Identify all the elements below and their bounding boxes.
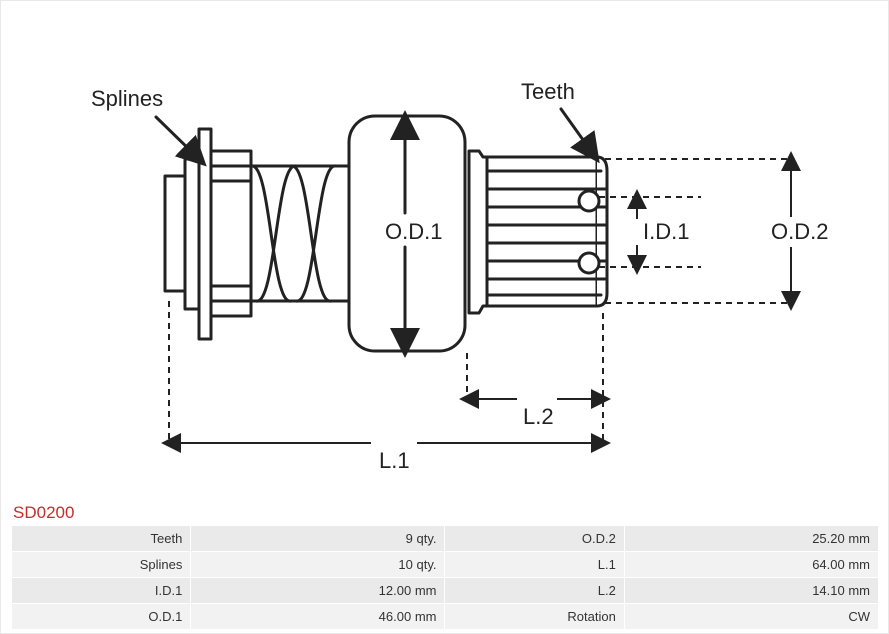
table-row: O.D.146.00 mmRotationCW: [12, 604, 879, 630]
spec-label: I.D.1: [12, 578, 191, 604]
l2-label: L.2: [523, 404, 554, 430]
spec-label: L.1: [445, 552, 624, 578]
table-row: Teeth9 qty.O.D.225.20 mm: [12, 526, 879, 552]
spec-label: L.2: [445, 578, 624, 604]
spec-value: CW: [624, 604, 878, 630]
od1-label: O.D.1: [385, 219, 442, 245]
part-code: SD0200: [13, 503, 74, 523]
spec-value: 14.10 mm: [624, 578, 878, 604]
teeth-label: Teeth: [521, 79, 575, 105]
od2-label: O.D.2: [771, 219, 828, 245]
spec-value: 25.20 mm: [624, 526, 878, 552]
id1-label: I.D.1: [643, 219, 689, 245]
splines-label: Splines: [91, 86, 163, 112]
l1-label: L.1: [379, 448, 410, 474]
diagram-svg: [1, 1, 889, 491]
spec-label: Rotation: [445, 604, 624, 630]
page-container: Splines Teeth O.D.1 I.D.1 O.D.2 L.2 L.1: [0, 0, 889, 634]
spec-value: 10 qty.: [191, 552, 445, 578]
spec-value: 46.00 mm: [191, 604, 445, 630]
spec-value: 9 qty.: [191, 526, 445, 552]
table-row: I.D.112.00 mmL.214.10 mm: [12, 578, 879, 604]
spec-table: Teeth9 qty.O.D.225.20 mmSplines10 qty.L.…: [11, 525, 879, 630]
spec-label: Splines: [12, 552, 191, 578]
table-row: Splines10 qty.L.164.00 mm: [12, 552, 879, 578]
spec-label: O.D.1: [12, 604, 191, 630]
spec-label: O.D.2: [445, 526, 624, 552]
spec-value: 12.00 mm: [191, 578, 445, 604]
technical-diagram: Splines Teeth O.D.1 I.D.1 O.D.2 L.2 L.1: [1, 1, 889, 491]
spec-value: 64.00 mm: [624, 552, 878, 578]
spec-label: Teeth: [12, 526, 191, 552]
